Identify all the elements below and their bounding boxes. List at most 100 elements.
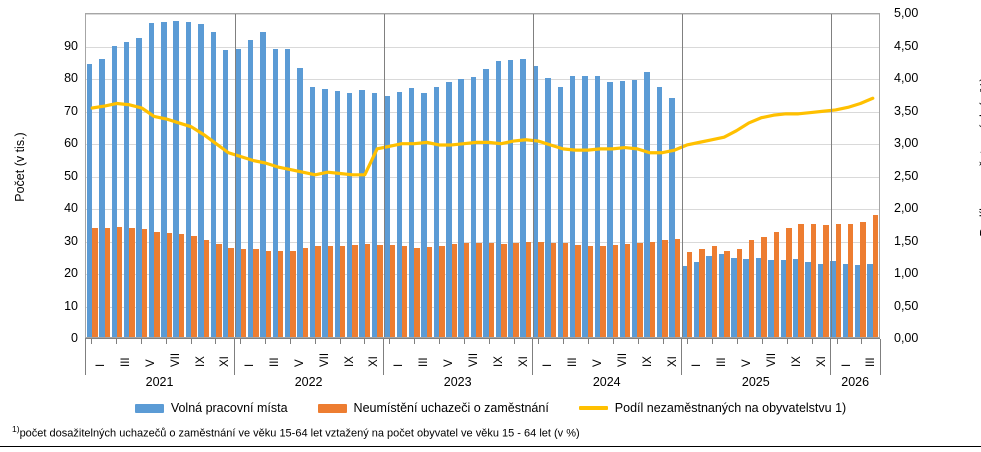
bar-vacancies — [607, 81, 613, 337]
bar-vacancies — [693, 262, 700, 337]
bar-group — [297, 14, 309, 337]
x-axis-tick — [811, 339, 813, 344]
legend-bar-swatch — [134, 403, 164, 413]
bar-jobseekers — [848, 223, 854, 337]
bar-group — [334, 14, 346, 337]
bar-vacancies — [334, 90, 340, 337]
bar-jobseekers — [129, 228, 135, 337]
bar-vacancies — [396, 91, 402, 337]
bar-group — [817, 14, 829, 337]
bar-group — [557, 14, 569, 337]
y-axis-left-tick-label: 90 — [64, 38, 78, 53]
bar-group — [321, 14, 334, 337]
bar-group — [136, 14, 148, 337]
bar-group — [210, 14, 222, 337]
bar-jobseekers — [401, 246, 408, 337]
x-axis-tick — [215, 339, 217, 344]
bar-jobseekers — [674, 238, 680, 337]
bar-group — [396, 14, 408, 337]
bar-jobseekers — [439, 246, 445, 337]
bar-group — [805, 14, 817, 337]
legend-item[interactable]: Neumístění uchazeči o zaměstnání — [317, 401, 549, 415]
x-axis-month-label: V — [741, 359, 754, 367]
bar-vacancies — [706, 255, 712, 337]
gridline — [86, 46, 879, 48]
bar-group — [383, 14, 395, 337]
bar-jobseekers — [364, 244, 371, 337]
bar-vacancies — [569, 76, 576, 337]
bar-vacancies — [582, 76, 588, 337]
bar-vacancies — [123, 41, 130, 337]
y-axis-left-tick-label: 0 — [71, 331, 78, 345]
gridline — [86, 79, 879, 80]
footnote-text: počet dosažitelných uchazečů o zaměstnán… — [19, 427, 580, 440]
bar-jobseekers — [637, 243, 643, 337]
x-axis-month-label: VII — [318, 352, 331, 367]
y-axis-left-tick-label: 60 — [64, 136, 78, 150]
year-separator-tick — [880, 339, 881, 375]
x-axis-tick — [836, 339, 838, 344]
bar-group — [359, 14, 371, 337]
bar-group — [86, 14, 98, 337]
x-axis-month-label: I — [691, 363, 704, 367]
year-divider — [235, 14, 237, 337]
x-axis-month-label: V — [443, 359, 456, 367]
bar-jobseekers — [240, 248, 247, 337]
bar-group — [730, 14, 742, 337]
y-axis-left-tick-label: 50 — [64, 168, 78, 183]
bar-group — [619, 14, 631, 337]
x-axis-tick — [289, 339, 291, 344]
bar-jobseekers — [340, 246, 346, 337]
bar-jobseekers — [860, 221, 866, 337]
bar-group — [123, 14, 135, 337]
bar-group — [631, 14, 643, 337]
bar-vacancies — [272, 49, 279, 337]
bar-vacancies — [495, 61, 502, 337]
bar-group — [309, 14, 321, 337]
gridline — [86, 241, 879, 243]
x-axis: I III V VII IX XI 2021 I III V VII IX XI 2022 I III V VII… — [85, 339, 881, 395]
x-axis-tick — [240, 339, 242, 344]
bar-vacancies — [421, 92, 427, 337]
bar-group — [867, 14, 879, 337]
bar-group — [408, 14, 420, 337]
bar-vacancies — [619, 80, 625, 337]
plot-area — [85, 13, 880, 338]
x-axis-month-label: V — [293, 359, 306, 367]
year-divider — [831, 14, 833, 337]
bar-vacancies — [185, 21, 192, 337]
bar-vacancies — [508, 60, 514, 337]
bar-jobseekers — [377, 245, 383, 337]
year-separator-tick — [830, 339, 832, 375]
bar-jobseekers — [426, 246, 433, 337]
bar-vacancies — [768, 259, 774, 337]
legend-item[interactable]: Volná pracovní místa — [134, 401, 288, 415]
x-axis-tick — [488, 339, 490, 344]
bar-jobseekers — [352, 245, 358, 337]
bar-vacancies — [148, 23, 155, 337]
y-axis-right-tick-label: 4,00 — [894, 71, 919, 85]
bar-vacancies — [817, 263, 824, 337]
bar-group — [259, 14, 272, 337]
year-divider — [682, 14, 684, 337]
x-axis-month-label: IX — [641, 356, 654, 367]
bar-group — [198, 14, 210, 337]
x-axis-tick — [116, 339, 118, 344]
bar-jobseekers — [191, 235, 197, 337]
bar-group — [594, 14, 606, 337]
x-axis-month-label: VII — [616, 352, 629, 367]
x-axis-tick — [588, 339, 590, 344]
x-axis-month-label: VII — [169, 352, 182, 367]
x-axis-year-label: 2021 — [145, 375, 174, 389]
bar-group — [656, 14, 668, 337]
x-axis-tick — [265, 339, 267, 344]
x-axis-month-label: XI — [368, 356, 381, 367]
bar-group — [644, 14, 656, 337]
gridline — [86, 306, 879, 308]
bar-jobseekers — [327, 246, 334, 337]
bar-group — [185, 14, 197, 337]
legend-item[interactable]: Podíl nezaměstnaných na obyvatelstvu 1) — [578, 401, 846, 415]
bar-jobseekers — [662, 240, 668, 337]
x-axis-year-label: 2023 — [443, 375, 472, 389]
